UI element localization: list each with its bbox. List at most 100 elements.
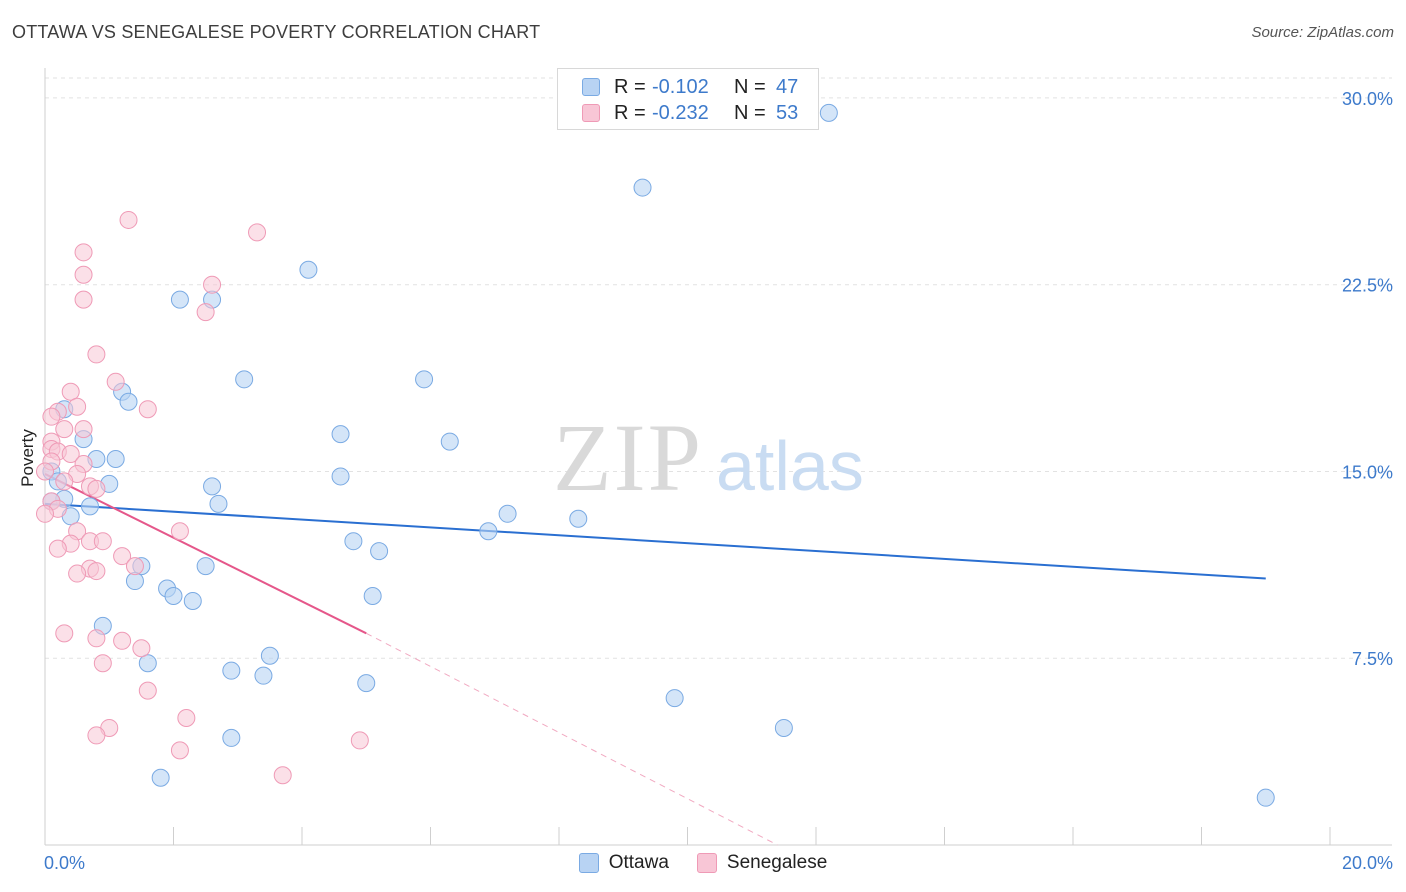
legend-n-label: N =: [734, 101, 766, 124]
data-point-senegalese: [36, 462, 54, 481]
watermark: ZIP atlas: [553, 404, 864, 511]
legend-r-value: -0.232: [652, 101, 709, 124]
data-point-ottawa: [633, 178, 652, 197]
chart-source: Source: ZipAtlas.com: [1251, 24, 1394, 41]
data-point-senegalese: [196, 303, 215, 322]
data-point-senegalese: [74, 290, 93, 309]
data-point-senegalese: [177, 708, 196, 727]
legend-swatch-ottawa: [582, 78, 600, 96]
data-point-senegalese: [125, 557, 144, 576]
data-point-senegalese: [170, 522, 189, 541]
data-point-ottawa: [774, 718, 793, 737]
data-point-senegalese: [113, 547, 132, 566]
tick-labels: 7.5% 15.0% 22.5% 30.0% 0.0% 20.0%: [44, 89, 1393, 873]
data-point-senegalese: [93, 532, 112, 551]
data-point-ottawa: [665, 689, 684, 708]
legend-row-ottawa: R = -0.102 N = 47: [582, 75, 798, 99]
data-point-senegalese: [273, 766, 292, 785]
data-point-ottawa: [569, 509, 588, 528]
data-point-ottawa: [819, 103, 838, 122]
data-point-senegalese: [138, 400, 157, 419]
series-legend: Ottawa Senegalese: [0, 852, 1406, 874]
data-point-senegalese: [132, 639, 151, 658]
legend-swatch-ottawa: [578, 853, 599, 873]
trendline-senegalese: [44, 473, 367, 635]
data-point-senegalese: [138, 681, 157, 700]
data-point-ottawa: [370, 542, 389, 561]
data-point-ottawa: [299, 260, 318, 279]
data-point-ottawa: [260, 646, 279, 665]
chart-title: OTTAWA VS SENEGALESE POVERTY CORRELATION…: [12, 22, 541, 42]
legend-label-ottawa: Ottawa: [608, 852, 669, 873]
data-point-ottawa: [331, 425, 350, 444]
legend-row-senegalese: R = -0.232 N = 53: [582, 101, 798, 125]
data-point-ottawa: [138, 654, 157, 673]
legend-n-value: 53: [776, 101, 799, 124]
grid-lines: [45, 77, 1392, 659]
data-point-senegalese: [87, 726, 106, 745]
data-point-senegalese: [113, 631, 132, 650]
data-point-senegalese: [170, 741, 189, 760]
data-point-senegalese: [61, 445, 80, 464]
legend-n-label: N =: [734, 75, 766, 98]
data-point-senegalese: [55, 624, 74, 643]
data-point-senegalese: [74, 265, 93, 284]
data-point-ottawa: [183, 591, 202, 610]
data-point-ottawa: [106, 450, 125, 469]
data-point-senegalese: [350, 731, 369, 750]
watermark-atlas: atlas: [716, 427, 864, 505]
trendline-senegalese-extrapolated: [366, 632, 778, 846]
data-point-ottawa: [331, 467, 350, 486]
data-point-ottawa: [344, 532, 363, 551]
data-point-senegalese: [87, 629, 106, 648]
data-point-senegalese: [87, 345, 106, 364]
data-point-ottawa: [363, 586, 382, 605]
legend-r-label: R =: [614, 75, 646, 98]
data-point-ottawa: [196, 557, 215, 576]
data-point-ottawa: [209, 494, 228, 513]
x-tick-label: 0.0%: [44, 853, 85, 873]
x-tick-label: 20.0%: [1342, 853, 1393, 873]
data-point-senegalese: [106, 372, 125, 391]
series-ottawa-points: [42, 103, 1275, 807]
watermark-zip: ZIP: [553, 404, 703, 511]
data-point-senegalese: [203, 275, 222, 294]
data-point-ottawa: [203, 477, 222, 496]
data-point-ottawa: [164, 586, 183, 605]
data-point-ottawa: [222, 728, 241, 747]
data-point-ottawa: [415, 370, 434, 389]
data-point-ottawa: [222, 661, 241, 680]
legend-label-senegalese: Senegalese: [726, 852, 828, 873]
data-point-senegalese: [74, 420, 93, 439]
legend-r-label: R =: [614, 101, 646, 124]
data-point-senegalese: [48, 539, 67, 558]
data-point-senegalese: [55, 420, 74, 439]
data-point-senegalese: [61, 382, 80, 401]
data-point-senegalese: [55, 472, 74, 491]
y-tick-label: 30.0%: [1342, 89, 1393, 109]
data-point-senegalese: [87, 479, 106, 498]
y-tick-label: 15.0%: [1342, 462, 1393, 482]
data-point-ottawa: [80, 497, 99, 516]
trendline-ottawa: [44, 502, 1266, 580]
data-point-senegalese: [68, 397, 87, 416]
data-point-ottawa: [119, 392, 138, 411]
data-point-ottawa: [357, 674, 376, 693]
data-point-senegalese: [119, 210, 138, 229]
data-point-ottawa: [440, 432, 459, 451]
y-axis-label: Poverty: [18, 429, 37, 487]
data-point-senegalese: [36, 504, 54, 523]
y-tick-label: 7.5%: [1352, 649, 1393, 669]
data-point-senegalese: [68, 564, 87, 583]
series-senegalese-points: [36, 210, 369, 785]
data-point-ottawa: [170, 290, 189, 309]
data-point-senegalese: [42, 407, 61, 426]
data-point-ottawa: [1256, 788, 1275, 807]
trend-lines: [44, 473, 1266, 846]
y-tick-label: 22.5%: [1342, 276, 1393, 296]
data-point-ottawa: [235, 370, 254, 389]
legend-n-value: 47: [776, 75, 799, 98]
data-point-senegalese: [74, 243, 93, 262]
legend-item-ottawa: Ottawa: [578, 852, 669, 874]
